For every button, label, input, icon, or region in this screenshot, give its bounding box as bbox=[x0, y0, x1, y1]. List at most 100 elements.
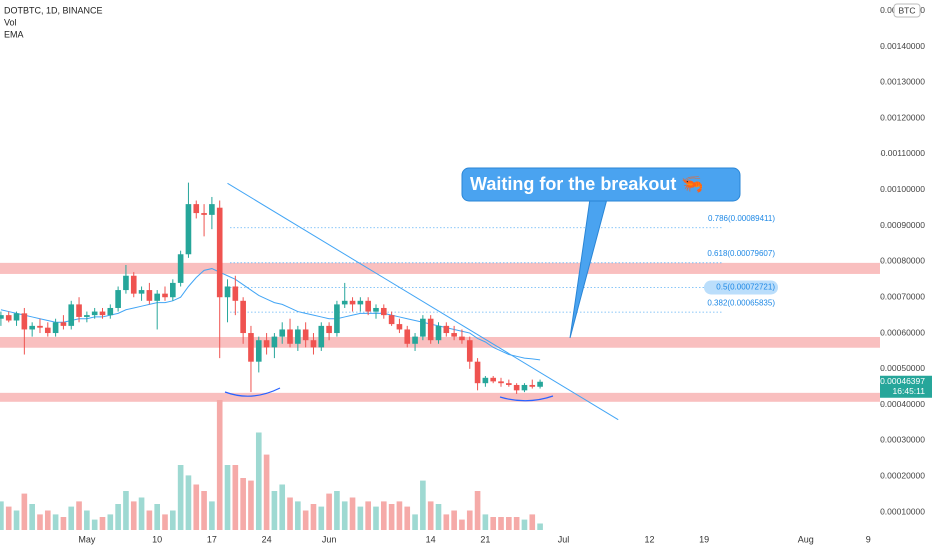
candle-body bbox=[240, 300, 246, 334]
volume-bar bbox=[60, 517, 67, 530]
volume-bar bbox=[154, 504, 161, 530]
candle-body bbox=[490, 377, 497, 382]
main-layer bbox=[0, 182, 619, 421]
y-tick-label: 0.00130000 bbox=[880, 77, 925, 87]
candle-body bbox=[201, 213, 207, 215]
volume-bar bbox=[482, 514, 489, 530]
candle-body bbox=[318, 325, 325, 348]
y-tick-label: 0.00070000 bbox=[880, 291, 925, 301]
volume-bar bbox=[459, 519, 465, 530]
y-tick-label: 0.00120000 bbox=[880, 112, 925, 122]
volume-bar bbox=[529, 514, 536, 530]
candle-body bbox=[326, 325, 332, 334]
volume-bar bbox=[341, 501, 348, 530]
candle-body bbox=[427, 318, 434, 341]
x-tick-label: 24 bbox=[262, 534, 272, 544]
y-tick-label: 0.00040000 bbox=[880, 399, 925, 409]
y-tick-label: 0.00030000 bbox=[880, 435, 925, 445]
volume-bar bbox=[177, 465, 184, 530]
volume-bar bbox=[21, 493, 28, 530]
candle-body bbox=[349, 300, 356, 305]
symbol-title: DOTBTC, 1D, BINANCE bbox=[4, 5, 103, 15]
candle-body bbox=[130, 275, 137, 294]
fib-label: 0.618(0.00079607) bbox=[707, 249, 775, 258]
candle-body bbox=[435, 325, 442, 341]
candle-body bbox=[232, 286, 239, 301]
candle-body bbox=[185, 204, 192, 255]
candle-body bbox=[115, 290, 121, 308]
y-tick-label: 0.00110000 bbox=[881, 148, 926, 158]
volume-bar bbox=[302, 510, 309, 530]
candle-body bbox=[459, 336, 465, 341]
volume-bar bbox=[396, 501, 403, 530]
fib-label: 0.5(0.00072721) bbox=[716, 283, 775, 292]
volume-bar bbox=[0, 501, 4, 530]
volume-bar bbox=[380, 501, 387, 530]
volume-bar bbox=[170, 510, 176, 530]
candle-body bbox=[357, 300, 364, 305]
candle-body bbox=[466, 340, 473, 362]
volume-bar bbox=[466, 510, 473, 530]
candle-body bbox=[279, 329, 286, 337]
x-tick-label: 9 bbox=[866, 534, 871, 544]
candle-body bbox=[209, 204, 215, 215]
candle-body bbox=[302, 329, 309, 341]
volume-bar bbox=[13, 510, 20, 530]
candle-body bbox=[29, 325, 35, 330]
candle-body bbox=[84, 315, 90, 317]
candle-body bbox=[154, 293, 161, 301]
candle-body bbox=[0, 315, 4, 319]
support-zone bbox=[0, 262, 880, 274]
callout-box bbox=[461, 167, 741, 202]
candle-body bbox=[537, 381, 543, 387]
volume-bar bbox=[271, 491, 278, 530]
volume-bar bbox=[365, 501, 371, 530]
volume-bar bbox=[130, 501, 137, 530]
volume-bar bbox=[474, 491, 481, 530]
x-tick-label: 10 bbox=[152, 534, 162, 544]
volume-bar bbox=[84, 510, 90, 530]
volume-bar bbox=[99, 517, 106, 530]
candle-body bbox=[412, 336, 418, 344]
volume-bar bbox=[29, 504, 35, 530]
volume-bar bbox=[295, 501, 301, 530]
y-tick-label: 0.00140000 bbox=[880, 41, 925, 51]
volume-bar bbox=[357, 506, 364, 530]
volume-bar bbox=[91, 519, 98, 530]
volume-bar bbox=[52, 514, 59, 530]
volume-bar bbox=[427, 501, 434, 530]
candle-body bbox=[107, 307, 114, 316]
volume-bar bbox=[185, 475, 192, 530]
fib-label: 0.382(0.00065835) bbox=[707, 298, 775, 307]
volume-bar bbox=[451, 510, 457, 530]
currency-box bbox=[893, 3, 921, 18]
candle-body bbox=[193, 204, 200, 214]
x-tick-label: Jun bbox=[322, 534, 337, 544]
fib-label: 0.786(0.00089411) bbox=[708, 214, 775, 223]
countdown-label: 16:45:11 bbox=[893, 386, 926, 396]
candle-body bbox=[138, 290, 145, 294]
x-tick-label: Aug bbox=[798, 534, 814, 544]
y-tick-label: 0.00020000 bbox=[880, 471, 925, 481]
candle-body bbox=[68, 304, 75, 326]
volume-bar bbox=[255, 432, 262, 530]
volume-bar bbox=[216, 400, 223, 530]
candle-body bbox=[420, 318, 426, 337]
volume-bar bbox=[537, 523, 543, 530]
candle-body bbox=[443, 325, 450, 334]
candle-body bbox=[498, 381, 504, 384]
x-tick-label: 19 bbox=[699, 534, 709, 544]
y-tick-label: 0.00060000 bbox=[880, 327, 925, 337]
x-tick-label: 21 bbox=[480, 534, 490, 544]
ema-legend: EMA bbox=[4, 29, 24, 39]
volume-bar bbox=[224, 465, 231, 530]
volume-bar bbox=[334, 491, 340, 530]
back-layer: 0.786(0.00089411) 0.618(0.00079607) 0.5(0.… bbox=[0, 214, 880, 530]
x-tick-label: 12 bbox=[644, 534, 654, 544]
candle-body bbox=[60, 322, 67, 326]
y-tick-label: 0.00010000 bbox=[880, 506, 925, 516]
volume-legend: Vol bbox=[4, 17, 17, 27]
candle-body bbox=[404, 329, 411, 344]
volume-bar bbox=[68, 506, 75, 530]
